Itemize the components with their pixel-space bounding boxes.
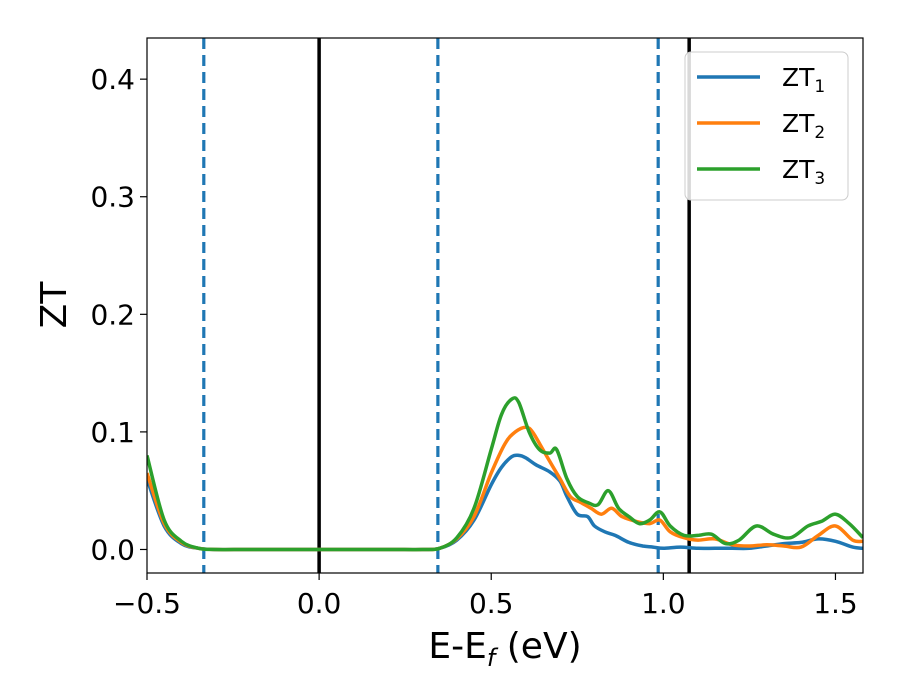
- legend-label-zt2: ZT2: [782, 109, 825, 143]
- legend-label-subscript: 3: [814, 169, 825, 189]
- x-tick-label: 1.0: [641, 587, 686, 620]
- x-tick-label: 0.0: [297, 587, 342, 620]
- y-tick-label: 0.4: [90, 63, 135, 96]
- y-axis-ticks: 0.0 0.1 0.2 0.3 0.4: [90, 63, 147, 566]
- legend-label-zt3: ZT3: [782, 155, 825, 189]
- x-axis-title-suffix: (eV): [495, 626, 581, 667]
- y-axis-title: ZT: [34, 281, 75, 329]
- legend-label-subscript: 2: [814, 123, 825, 143]
- x-axis-ticks: −0.5 0.0 0.5 1.0 1.5: [113, 573, 858, 620]
- y-tick-label: 0.3: [90, 181, 135, 214]
- legend-label-base: ZT: [782, 63, 815, 92]
- x-tick-label: 1.5: [813, 587, 858, 620]
- x-axis-title: E-Ef (eV): [428, 626, 581, 672]
- legend-label-subscript: 1: [814, 77, 825, 97]
- legend-box: [684, 51, 849, 201]
- y-tick-label: 0.2: [90, 298, 135, 331]
- legend-label-base: ZT: [782, 155, 815, 184]
- x-tick-label: 0.5: [469, 587, 514, 620]
- plot-area-frame: [146, 37, 864, 574]
- y-tick-label: 0.1: [90, 416, 135, 449]
- series-lines: [147, 396, 863, 552]
- series-line-zt3: [147, 396, 863, 552]
- legend-label-zt1: ZT1: [782, 63, 825, 97]
- x-axis-title-base: E-E: [428, 626, 486, 667]
- x-tick-label: −0.5: [113, 587, 181, 620]
- legend-label-base: ZT: [782, 109, 815, 138]
- y-tick-label: 0.0: [90, 533, 135, 566]
